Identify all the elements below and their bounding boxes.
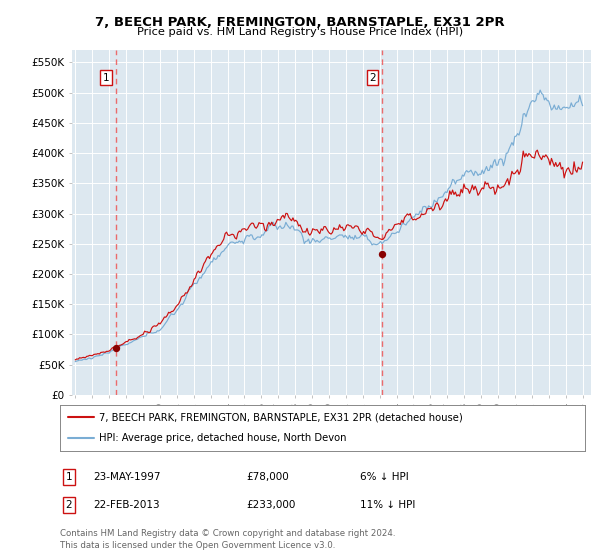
Text: 1: 1 [65,472,73,482]
Text: 7, BEECH PARK, FREMINGTON, BARNSTAPLE, EX31 2PR: 7, BEECH PARK, FREMINGTON, BARNSTAPLE, E… [95,16,505,29]
Text: 11% ↓ HPI: 11% ↓ HPI [360,500,415,510]
Text: 7, BEECH PARK, FREMINGTON, BARNSTAPLE, EX31 2PR (detached house): 7, BEECH PARK, FREMINGTON, BARNSTAPLE, E… [100,412,463,422]
Text: Contains HM Land Registry data © Crown copyright and database right 2024.: Contains HM Land Registry data © Crown c… [60,529,395,538]
Text: HPI: Average price, detached house, North Devon: HPI: Average price, detached house, Nort… [100,433,347,444]
Text: 6% ↓ HPI: 6% ↓ HPI [360,472,409,482]
Text: 1: 1 [103,73,110,82]
Text: 2: 2 [65,500,73,510]
Text: 2: 2 [369,73,376,82]
Text: 22-FEB-2013: 22-FEB-2013 [93,500,160,510]
Text: 23-MAY-1997: 23-MAY-1997 [93,472,161,482]
Point [377,250,386,259]
Text: £78,000: £78,000 [246,472,289,482]
Text: Price paid vs. HM Land Registry's House Price Index (HPI): Price paid vs. HM Land Registry's House … [137,27,463,37]
Point [111,343,121,352]
Text: This data is licensed under the Open Government Licence v3.0.: This data is licensed under the Open Gov… [60,541,335,550]
Text: £233,000: £233,000 [246,500,295,510]
